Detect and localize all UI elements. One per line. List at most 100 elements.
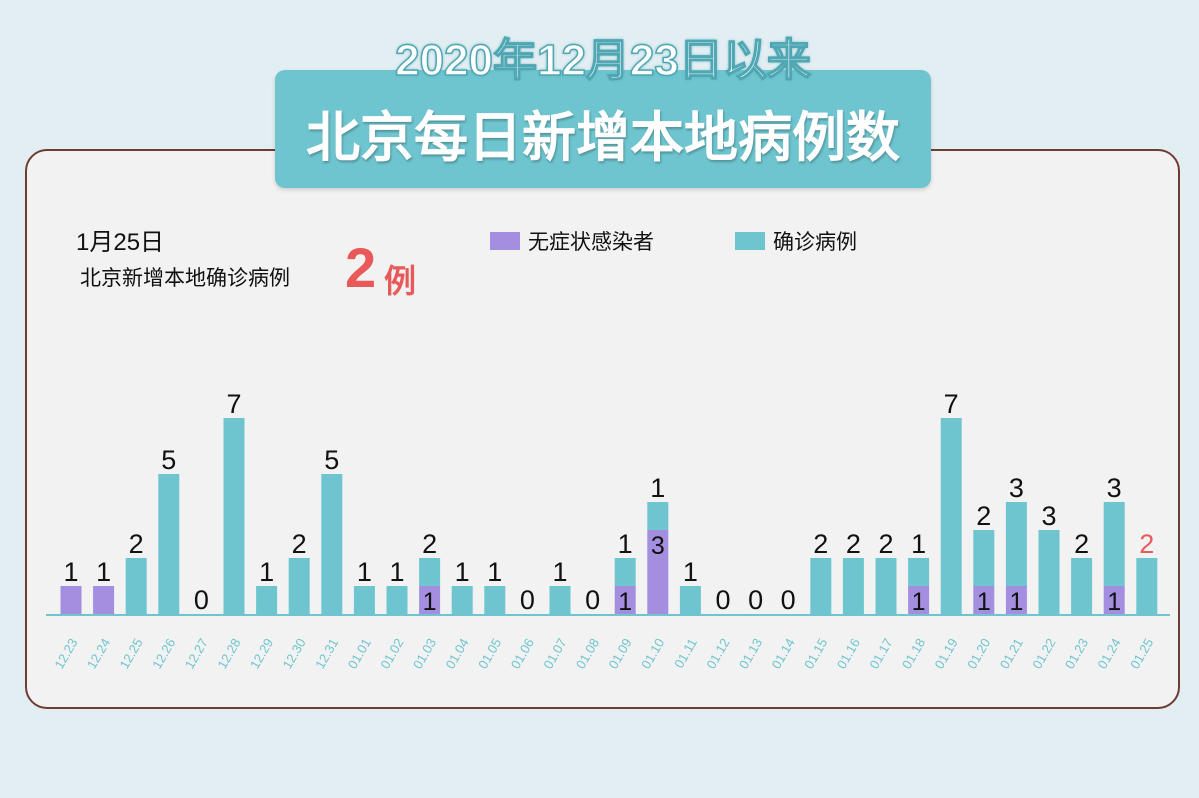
bar-total-label: 1 [487, 557, 502, 587]
bar-confirmed [842, 558, 864, 614]
x-tick-label: 01.06 [508, 636, 537, 672]
x-tick-label: 01.17 [866, 636, 895, 672]
bar-total-label: 1 [618, 529, 633, 559]
bar-total-label: 0 [781, 585, 796, 615]
legend-swatch-confirmed [735, 232, 765, 250]
x-tick-label: 01.23 [1062, 636, 1091, 672]
title-banner [275, 70, 931, 188]
x-tick-label: 01.02 [377, 636, 406, 672]
bar-total-label: 3 [1041, 501, 1056, 531]
bar-confirmed [679, 586, 701, 614]
bar-total-label: 7 [226, 389, 241, 419]
bar-total-label: 7 [944, 389, 959, 419]
x-tick-label: 01.16 [834, 636, 863, 672]
bar-asymptomatic-label: 1 [1107, 588, 1121, 616]
info-description: 北京新增本地确诊病例 [80, 267, 290, 290]
x-tick-label: 01.04 [443, 636, 472, 672]
bar-asymptomatic [419, 586, 441, 614]
x-tick-label: 12.25 [117, 636, 146, 672]
bar-total-label: 2 [292, 529, 307, 559]
info-number: 2 [345, 236, 377, 299]
title-line1: 2020年12月23日以来 [394, 35, 811, 86]
bar-total-label: 2 [878, 529, 893, 559]
x-tick-label: 01.15 [801, 636, 830, 672]
bar-confirmed [647, 502, 669, 530]
info-unit: 例 [384, 263, 417, 299]
x-tick-label: 01.14 [769, 636, 798, 672]
bar-asymptomatic [614, 586, 636, 614]
bar-asymptomatic-label: 1 [912, 588, 926, 616]
x-tick-label: 01.22 [1029, 636, 1058, 672]
bar-total-label: 5 [324, 445, 339, 475]
bar-total-label: 1 [63, 557, 78, 587]
bar-total-label: 1 [357, 557, 372, 587]
bar-total-label: 2 [846, 529, 861, 559]
bar-asymptomatic [973, 586, 995, 614]
x-tick-label: 01.05 [475, 636, 504, 672]
bar-total-label: 0 [520, 585, 535, 615]
bar-confirmed [223, 418, 245, 614]
bar-confirmed [549, 586, 571, 614]
bar-total-label: 2 [1074, 529, 1089, 559]
bar-confirmed [386, 586, 408, 614]
bar-confirmed [158, 474, 180, 614]
bar-total-label: 1 [389, 557, 404, 587]
x-tick-label: 01.21 [997, 636, 1026, 672]
bar-total-label: 1 [455, 557, 470, 587]
x-tick-label: 01.18 [899, 636, 928, 672]
bar-asymptomatic-label: 1 [423, 588, 437, 616]
x-tick-label: 01.07 [540, 636, 569, 672]
bar-confirmed [810, 558, 832, 614]
x-tick-label: 01.24 [1095, 636, 1124, 672]
bar-confirmed [256, 586, 278, 614]
legend-label-confirmed: 确诊病例 [773, 231, 857, 254]
bar-confirmed [321, 474, 343, 614]
bar-total-label: 2 [813, 529, 828, 559]
x-tick-label: 01.19 [932, 636, 961, 672]
x-tick-label: 12.30 [280, 636, 309, 672]
bar-confirmed [1038, 530, 1060, 614]
bar-total-label: 3 [1009, 473, 1024, 503]
x-tick-label: 01.13 [736, 636, 765, 672]
x-tick-label: 12.27 [182, 636, 211, 672]
bar-asymptomatic-label: 3 [651, 532, 665, 560]
x-tick-label: 12.23 [51, 636, 80, 672]
legend-label-asymptomatic: 无症状感染者 [528, 231, 654, 254]
bar-asymptomatic-label: 1 [977, 588, 991, 616]
x-tick-label: 01.12 [703, 636, 732, 672]
bar-total-label: 0 [585, 585, 600, 615]
bar-confirmed [973, 530, 995, 586]
bar-total-label: 1 [552, 557, 567, 587]
x-tick-label: 12.24 [84, 636, 113, 672]
bar-total-label: 0 [194, 585, 209, 615]
bar-total-label: 0 [748, 585, 763, 615]
bar-total-label: 1 [911, 529, 926, 559]
bar-confirmed [484, 586, 506, 614]
bar-total-label: 1 [650, 473, 665, 503]
x-tick-label: 01.11 [671, 636, 700, 671]
bar-confirmed [353, 586, 375, 614]
x-tick-label: 01.09 [606, 636, 635, 672]
bar-confirmed [940, 418, 962, 614]
legend-asymptomatic: 无症状感染者 [490, 228, 654, 254]
bar-asymptomatic [908, 586, 930, 614]
bar-total-label: 1 [259, 557, 274, 587]
bar-confirmed [614, 558, 636, 586]
bar-total-label: 0 [715, 585, 730, 615]
bar-total-label: 2 [976, 501, 991, 531]
bar-confirmed [288, 558, 310, 614]
bar-asymptomatic [1103, 586, 1125, 614]
x-tick-label: 12.26 [149, 636, 178, 672]
bar-asymptomatic-label: 1 [618, 588, 632, 616]
x-tick-label: 01.01 [345, 636, 374, 672]
bar-total-label: 2 [1139, 529, 1154, 559]
bar-total-label: 1 [683, 557, 698, 587]
title-line2: 北京每日新增本地病例数 [306, 108, 900, 168]
bar-total-label: 3 [1107, 473, 1122, 503]
bar-confirmed [1071, 558, 1093, 614]
bar-confirmed [451, 586, 473, 614]
x-tick-label: 01.25 [1127, 636, 1156, 672]
bar-confirmed [1005, 502, 1027, 586]
x-tick-label: 01.10 [638, 636, 667, 672]
